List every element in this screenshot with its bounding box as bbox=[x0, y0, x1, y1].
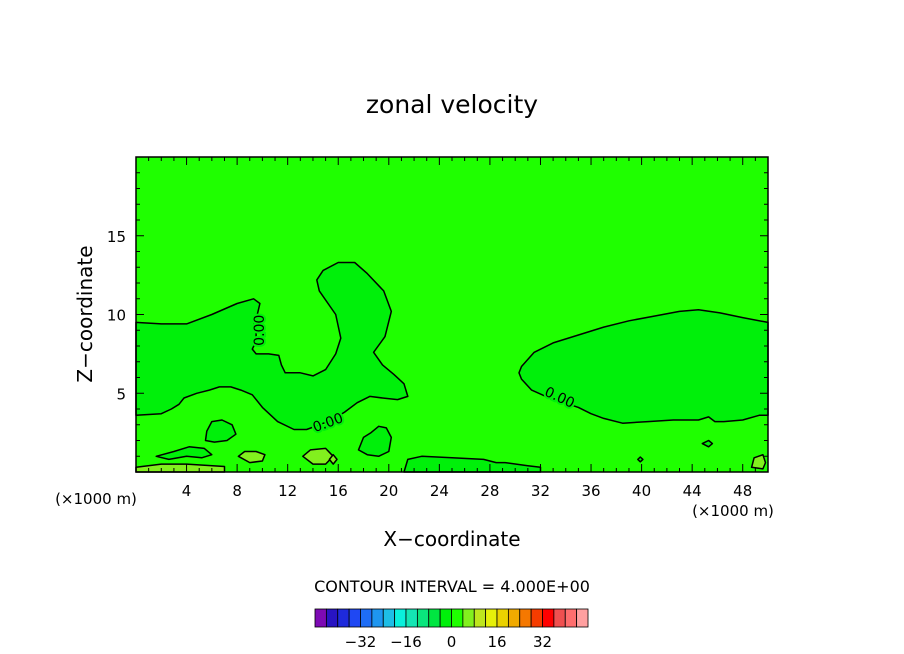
contour-region-13 bbox=[135, 463, 226, 473]
colorbar-swatch-15 bbox=[473, 608, 487, 628]
colorbar-swatch-7 bbox=[382, 608, 396, 628]
y-axis-title: Z−coordinate bbox=[73, 245, 97, 382]
colorbar-swatch-5 bbox=[360, 608, 373, 628]
y-tick-label-15: 15 bbox=[107, 228, 126, 246]
x-tick-label-48: 48 bbox=[733, 482, 752, 500]
x-tick-label-24: 24 bbox=[430, 482, 449, 500]
colorbar-swatch-10 bbox=[416, 608, 430, 628]
colorbar-swatch-17 bbox=[496, 608, 509, 628]
colorbar-swatch-9 bbox=[405, 608, 418, 628]
colorbar-label-3: 0 bbox=[447, 633, 457, 651]
x-unit-label-left: (×1000 m) bbox=[55, 490, 137, 508]
x-tick-label-36: 36 bbox=[581, 482, 600, 500]
colorbar-swatch-3 bbox=[337, 608, 350, 628]
colorbar-swatch-22 bbox=[553, 608, 566, 628]
colorbar-swatch-12 bbox=[439, 608, 452, 628]
chart-title: zonal velocity bbox=[366, 90, 538, 119]
colorbar-swatch-1 bbox=[314, 608, 327, 628]
colorbar-swatch-18 bbox=[507, 608, 521, 628]
colorbar-swatch-8 bbox=[394, 608, 407, 628]
y-axis-ticks: 5 10 15 bbox=[107, 156, 768, 473]
colorbar-swatch-2 bbox=[325, 608, 339, 628]
colorbar-swatch-6 bbox=[371, 608, 384, 628]
contour-region-2 bbox=[518, 309, 769, 424]
colorbar-swatch-23 bbox=[564, 608, 578, 628]
contour-region-8 bbox=[637, 456, 644, 463]
contour-regions bbox=[135, 261, 769, 473]
contour-region-5 bbox=[357, 425, 393, 458]
colorbar-swatch-16 bbox=[485, 608, 498, 628]
colorbar-swatch-4 bbox=[348, 608, 361, 628]
contour-label-1: 0.00 bbox=[252, 315, 268, 346]
contour-region-9 bbox=[237, 450, 266, 464]
x-tick-label-20: 20 bbox=[379, 482, 398, 500]
x-tick-label-4: 4 bbox=[182, 482, 192, 500]
contour-region-12 bbox=[750, 453, 767, 470]
x-tick-label-12: 12 bbox=[278, 482, 297, 500]
contour-region-7 bbox=[701, 439, 714, 448]
x-axis-ticks: 4 8 12 16 20 24 28 32 36 40 44 48 bbox=[135, 157, 769, 500]
contour-region-3 bbox=[204, 419, 237, 443]
colorbar-swatch-13 bbox=[451, 608, 464, 628]
x-axis-title: X−coordinate bbox=[383, 527, 520, 551]
contour-region-1 bbox=[135, 261, 409, 431]
colorbar-swatch-11 bbox=[428, 608, 441, 628]
colorbar-label-2: −16 bbox=[390, 633, 422, 651]
colorbar-label-4: 16 bbox=[487, 633, 506, 651]
x-tick-label-44: 44 bbox=[683, 482, 702, 500]
x-tick-label-32: 32 bbox=[531, 482, 550, 500]
x-tick-label-16: 16 bbox=[329, 482, 348, 500]
colorbar-swatch-19 bbox=[519, 608, 532, 628]
colorbar-swatch-24 bbox=[576, 608, 589, 628]
colorbar-label-5: 32 bbox=[533, 633, 552, 651]
x-tick-label-40: 40 bbox=[632, 482, 651, 500]
contour-interval-label: CONTOUR INTERVAL = 4.000E+00 bbox=[314, 577, 590, 596]
contour-region-11 bbox=[328, 453, 338, 465]
y-tick-label-10: 10 bbox=[107, 307, 126, 325]
x-tick-label-28: 28 bbox=[480, 482, 499, 500]
colorbar: −32 −16 0 16 32 bbox=[314, 608, 589, 651]
plot-area: 0.000.000.00 4 8 12 16 20 24 28 32 36 40 44 48 5101… bbox=[107, 156, 769, 500]
y-tick-label-5: 5 bbox=[116, 385, 126, 403]
x-tick-label-8: 8 bbox=[232, 482, 242, 500]
colorbar-swatch-21 bbox=[542, 608, 555, 628]
colorbar-label-1: −32 bbox=[345, 633, 377, 651]
contour-region-4 bbox=[155, 446, 213, 461]
x-unit-label-right: (×1000 m) bbox=[692, 502, 774, 520]
colorbar-swatch-20 bbox=[530, 608, 543, 628]
colorbar-swatch-14 bbox=[462, 608, 475, 628]
